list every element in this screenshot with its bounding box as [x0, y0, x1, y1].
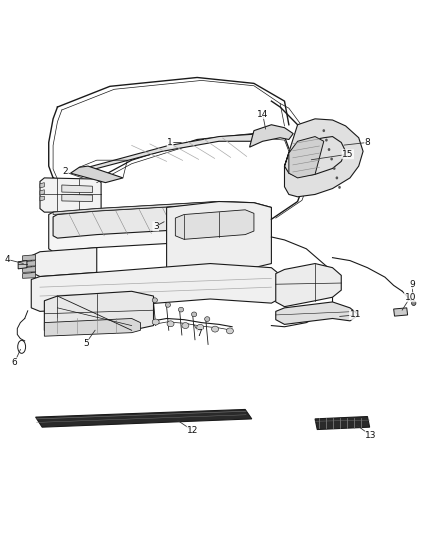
- Ellipse shape: [338, 186, 341, 189]
- Text: 13: 13: [365, 431, 377, 440]
- Text: 3: 3: [153, 222, 159, 231]
- Ellipse shape: [165, 303, 170, 307]
- Ellipse shape: [325, 139, 328, 142]
- Polygon shape: [35, 409, 252, 427]
- Polygon shape: [31, 248, 97, 277]
- Text: 11: 11: [350, 310, 361, 319]
- Text: 7: 7: [197, 329, 202, 338]
- Text: 5: 5: [83, 339, 89, 348]
- Ellipse shape: [182, 322, 189, 328]
- Ellipse shape: [226, 328, 233, 334]
- Polygon shape: [250, 125, 293, 147]
- Ellipse shape: [412, 301, 416, 305]
- Text: 10: 10: [404, 293, 416, 302]
- Text: 14: 14: [257, 110, 268, 119]
- Ellipse shape: [205, 317, 210, 321]
- Polygon shape: [289, 136, 324, 178]
- Ellipse shape: [336, 176, 338, 180]
- Text: 8: 8: [364, 138, 370, 147]
- Polygon shape: [40, 178, 101, 212]
- Polygon shape: [166, 201, 272, 271]
- Ellipse shape: [197, 325, 204, 330]
- Polygon shape: [315, 416, 370, 430]
- Text: 1: 1: [167, 138, 173, 147]
- Ellipse shape: [333, 167, 336, 170]
- Polygon shape: [62, 185, 92, 192]
- Polygon shape: [18, 261, 27, 269]
- Polygon shape: [40, 190, 44, 195]
- Polygon shape: [22, 266, 35, 272]
- Text: 12: 12: [187, 426, 198, 435]
- Text: 4: 4: [4, 255, 10, 264]
- Polygon shape: [62, 195, 92, 201]
- Polygon shape: [40, 183, 44, 188]
- Ellipse shape: [330, 158, 333, 160]
- Polygon shape: [71, 166, 123, 183]
- Polygon shape: [276, 263, 341, 306]
- Polygon shape: [175, 210, 254, 239]
- Text: 15: 15: [342, 150, 353, 159]
- Ellipse shape: [152, 319, 159, 325]
- Polygon shape: [44, 319, 141, 336]
- Text: 2: 2: [63, 167, 68, 176]
- Polygon shape: [84, 134, 263, 172]
- Polygon shape: [44, 292, 153, 335]
- Ellipse shape: [191, 312, 197, 317]
- Polygon shape: [53, 201, 263, 214]
- Ellipse shape: [167, 321, 174, 327]
- Text: 6: 6: [12, 358, 18, 367]
- Ellipse shape: [152, 298, 157, 303]
- Polygon shape: [276, 302, 359, 325]
- Polygon shape: [31, 263, 285, 311]
- Ellipse shape: [322, 129, 325, 132]
- Polygon shape: [22, 255, 35, 261]
- Polygon shape: [40, 196, 44, 201]
- Polygon shape: [22, 272, 35, 278]
- Polygon shape: [22, 261, 35, 266]
- Ellipse shape: [212, 326, 219, 332]
- Polygon shape: [49, 201, 272, 252]
- Polygon shape: [394, 308, 408, 316]
- Text: 9: 9: [409, 280, 415, 289]
- Ellipse shape: [178, 307, 184, 312]
- Ellipse shape: [328, 148, 330, 151]
- Polygon shape: [285, 119, 363, 197]
- Polygon shape: [53, 204, 263, 238]
